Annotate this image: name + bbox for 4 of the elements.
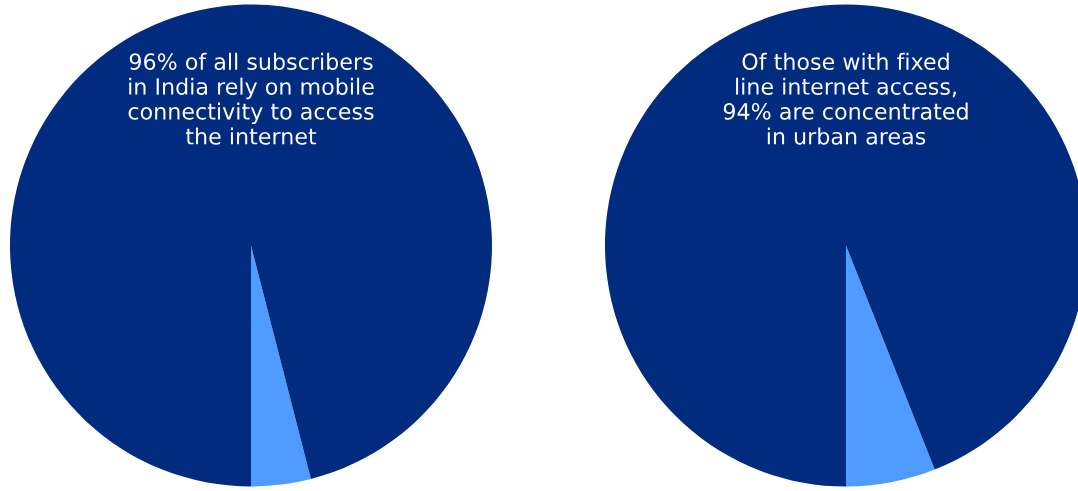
pie-slice [10, 4, 492, 487]
pie-slice [251, 245, 311, 487]
text: 96% of all subscribers in India rely on mobile connectivity to access the internet [128, 52, 374, 145]
text: Of those with fixed line internet access, 94% are concentrated in urban areas [723, 52, 968, 145]
